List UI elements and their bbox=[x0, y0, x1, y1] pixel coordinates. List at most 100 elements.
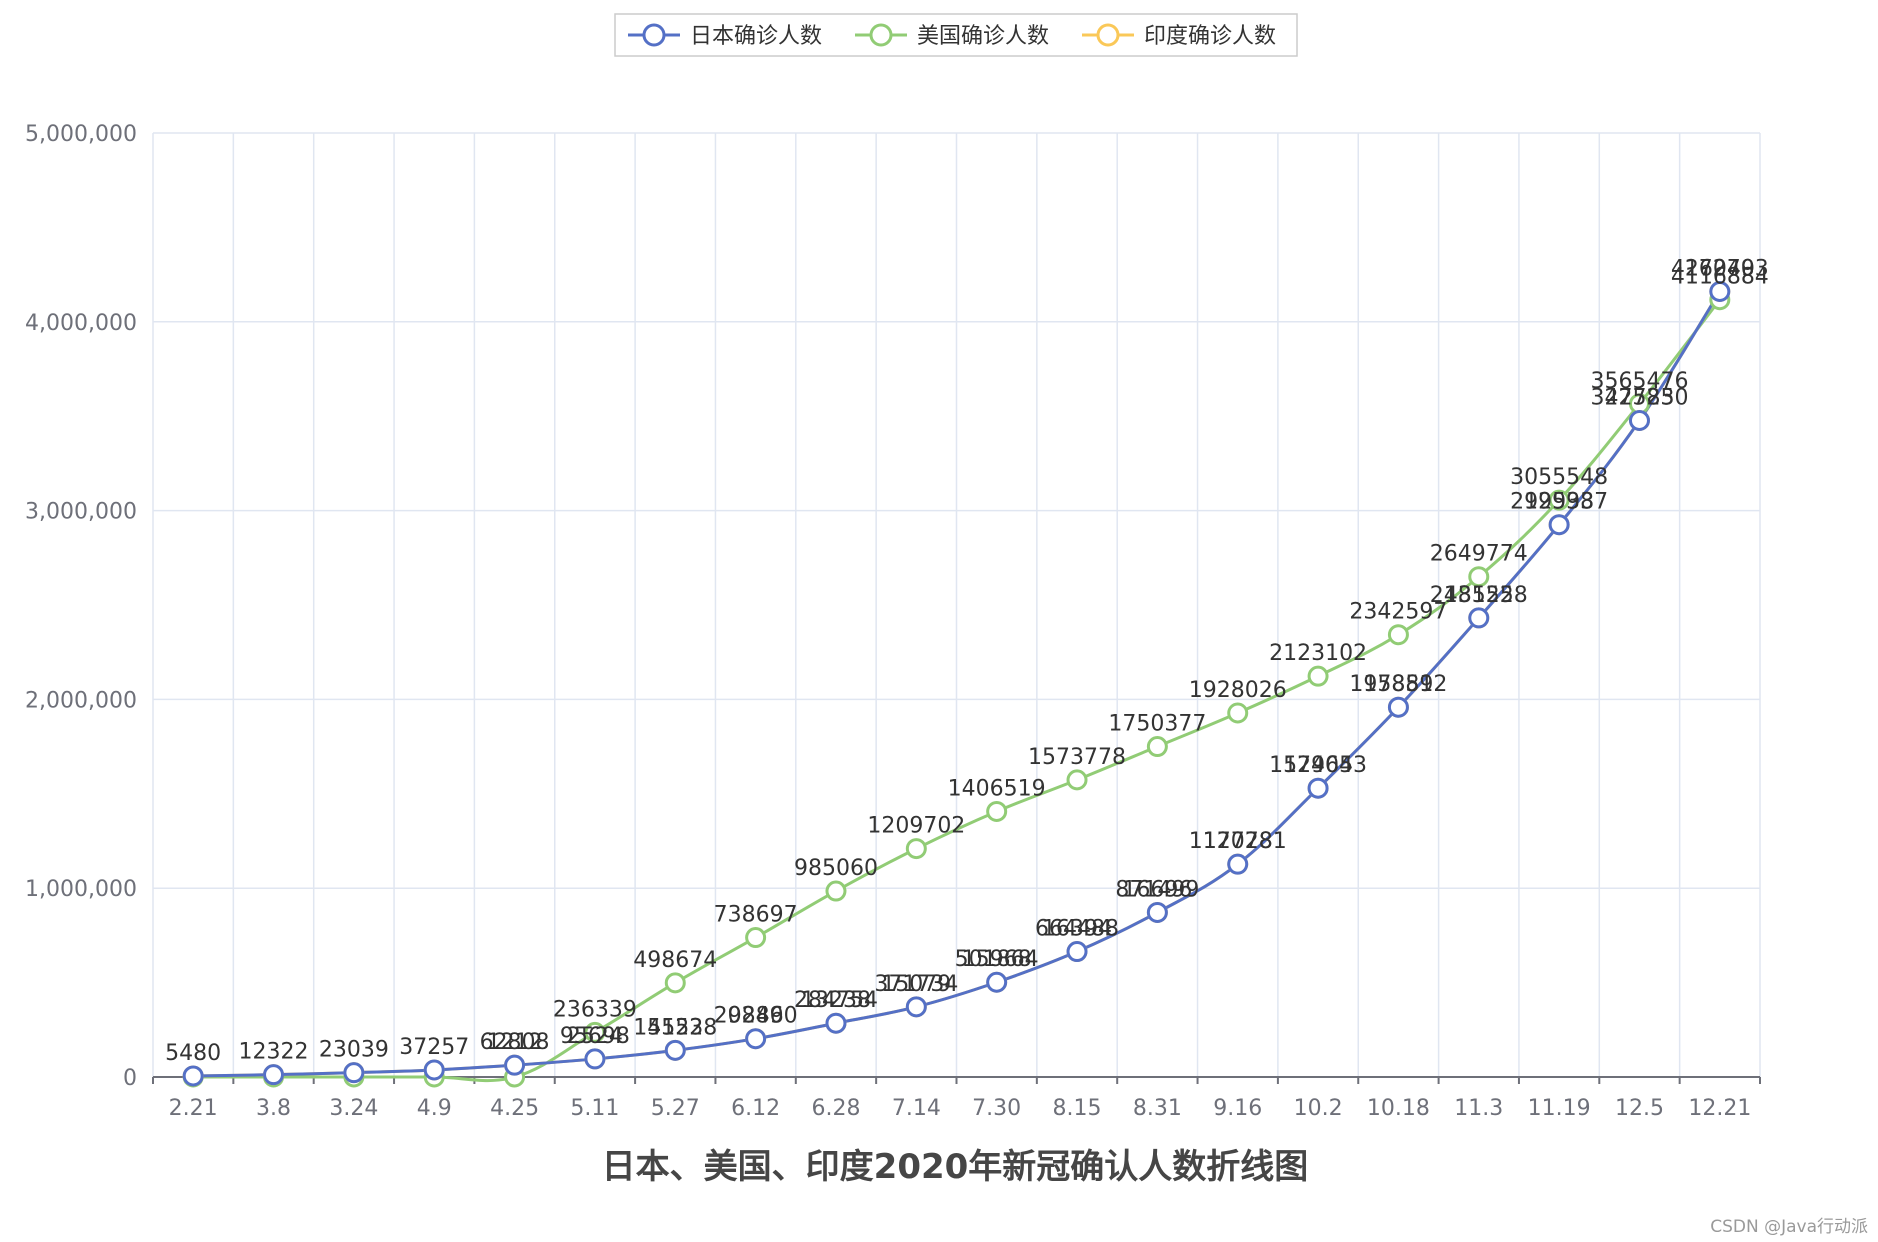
data-point[interactable] bbox=[423, 1059, 445, 1081]
data-point[interactable] bbox=[1066, 941, 1088, 963]
data-label: 62808 bbox=[480, 1030, 550, 1055]
legend-marker-icon bbox=[642, 23, 666, 47]
data-point[interactable] bbox=[745, 1028, 767, 1050]
data-label: 871499 bbox=[1115, 877, 1199, 902]
data-label: 1127281 bbox=[1189, 829, 1287, 854]
legend-marker-icon bbox=[869, 23, 893, 47]
y-axis: 0 1,000,000 2,000,000 3,000,000 4,000,000 5,0… bbox=[25, 122, 137, 1091]
data-label: 371734 bbox=[874, 972, 958, 997]
data-point[interactable] bbox=[1307, 777, 1329, 799]
series-points bbox=[182, 280, 1731, 1088]
data-point[interactable] bbox=[1548, 489, 1570, 511]
legend-item[interactable]: 美国确诊人数 bbox=[855, 23, 1049, 49]
data-point[interactable] bbox=[1468, 566, 1490, 588]
data-label: 5553 bbox=[647, 1015, 703, 1040]
data-point[interactable] bbox=[905, 838, 927, 860]
data-point[interactable] bbox=[182, 1065, 204, 1087]
data-point[interactable] bbox=[343, 1062, 365, 1084]
x-tick-label: 6.12 bbox=[731, 1096, 780, 1121]
data-label: 18522 bbox=[1444, 583, 1514, 608]
x-tick-label: 7.30 bbox=[972, 1096, 1021, 1121]
legend-item[interactable]: 日本确诊人数 bbox=[628, 23, 822, 49]
legend-item[interactable]: 印度确诊人数 bbox=[1082, 23, 1276, 49]
data-point[interactable] bbox=[664, 1039, 686, 1061]
data-point[interactable] bbox=[584, 1021, 606, 1043]
x-axis: 2.21 3.8 3.24 4.9 4.25 5.11 5.27 6.12 6.28 7.14 7.… bbox=[152, 1076, 1761, 1121]
x-tick-label: 8.31 bbox=[1133, 1096, 1182, 1121]
data-point[interactable] bbox=[263, 1064, 285, 1086]
data-label: 15968 bbox=[962, 947, 1032, 972]
data-point[interactable] bbox=[1066, 769, 1088, 791]
y-tick-label: 1,000,000 bbox=[25, 877, 137, 902]
data-point[interactable] bbox=[1146, 901, 1168, 923]
data-label: 284754 bbox=[794, 988, 878, 1013]
data-point[interactable] bbox=[1227, 853, 1249, 875]
y-tick-label: 0 bbox=[123, 1066, 137, 1091]
x-tick-label: 9.16 bbox=[1213, 1096, 1262, 1121]
data-point[interactable] bbox=[1387, 696, 1409, 718]
data-point[interactable] bbox=[1709, 280, 1731, 302]
data-point[interactable] bbox=[664, 972, 686, 994]
legend-marker-icon bbox=[1096, 23, 1120, 47]
data-label: 15079 bbox=[881, 972, 951, 997]
x-tick-label: 11.3 bbox=[1454, 1096, 1503, 1121]
x-tick-label: 8.15 bbox=[1053, 1096, 1102, 1121]
legend-label: 日本确诊人数 bbox=[690, 24, 822, 49]
data-label: 16394 bbox=[1042, 917, 1112, 942]
data-label: 16696 bbox=[1122, 877, 1192, 902]
x-tick-label: 10.18 bbox=[1367, 1096, 1430, 1121]
data-point[interactable] bbox=[825, 880, 847, 902]
data-point[interactable] bbox=[1548, 514, 1570, 536]
data-label: 23039 bbox=[319, 1038, 389, 1063]
x-tick-label: 5.11 bbox=[570, 1096, 619, 1121]
data-point[interactable] bbox=[1628, 409, 1650, 431]
data-point[interactable] bbox=[1227, 702, 1249, 724]
y-tick-label: 3,000,000 bbox=[25, 500, 137, 525]
data-label: 1573778 bbox=[1028, 745, 1126, 770]
x-tick-label: 11.19 bbox=[1528, 1096, 1591, 1121]
grid-lines bbox=[152, 132, 1761, 1078]
x-tick-label: 6.28 bbox=[811, 1096, 860, 1121]
legend[interactable]: 日本确诊人数 美国确诊人数 印度确诊人数 bbox=[614, 13, 1298, 57]
x-tick-label: 12.5 bbox=[1615, 1096, 1664, 1121]
x-tick-label: 4.9 bbox=[417, 1096, 452, 1121]
data-point[interactable] bbox=[1468, 607, 1490, 629]
data-label: 4160493 bbox=[1671, 256, 1769, 281]
data-label: 141228 bbox=[633, 1015, 717, 1040]
data-label: 17078 bbox=[1203, 829, 1273, 854]
x-tick-label: 3.8 bbox=[256, 1096, 291, 1121]
data-point[interactable] bbox=[986, 971, 1008, 993]
data-point[interactable] bbox=[1387, 624, 1409, 646]
data-label: 1209702 bbox=[867, 814, 965, 839]
data-labels: 5480 12322 23039 37257 62808 95698 14122820286… bbox=[165, 256, 1769, 1065]
x-tick-label: 5.27 bbox=[651, 1096, 700, 1121]
data-point[interactable] bbox=[825, 1012, 847, 1034]
data-point[interactable] bbox=[745, 927, 767, 949]
data-label: 3565476 bbox=[1590, 369, 1688, 394]
data-point[interactable] bbox=[504, 1054, 526, 1076]
chart-title: 日本、美国、印度2020年新冠确认人数折线图 bbox=[602, 1147, 1309, 1187]
data-label: 22583 bbox=[1604, 385, 1674, 410]
data-label: 3477250 bbox=[1590, 385, 1688, 410]
data-label: 9849 bbox=[728, 1004, 784, 1029]
data-point[interactable] bbox=[1307, 665, 1329, 687]
data-label: 1958592 bbox=[1349, 672, 1447, 697]
data-point[interactable] bbox=[1146, 736, 1168, 758]
x-tick-label: 10.2 bbox=[1294, 1096, 1343, 1121]
data-point[interactable] bbox=[986, 800, 1008, 822]
data-label: 27270 bbox=[1685, 256, 1755, 281]
data-point[interactable] bbox=[905, 996, 927, 1018]
data-label: 2524 bbox=[567, 1024, 623, 1049]
data-label: 236339 bbox=[553, 997, 637, 1022]
data-label: 95698 bbox=[560, 1024, 630, 1049]
x-tick-label: 3.24 bbox=[329, 1096, 378, 1121]
data-label: 2925337 bbox=[1510, 490, 1608, 515]
data-label: 985060 bbox=[794, 856, 878, 881]
data-label: 5480 bbox=[165, 1041, 221, 1066]
data-point[interactable] bbox=[584, 1048, 606, 1070]
y-tick-label: 5,000,000 bbox=[25, 122, 137, 147]
data-label: 202860 bbox=[714, 1004, 798, 1029]
y-tick-label: 2,000,000 bbox=[25, 688, 137, 713]
data-label: 664488 bbox=[1035, 917, 1119, 942]
